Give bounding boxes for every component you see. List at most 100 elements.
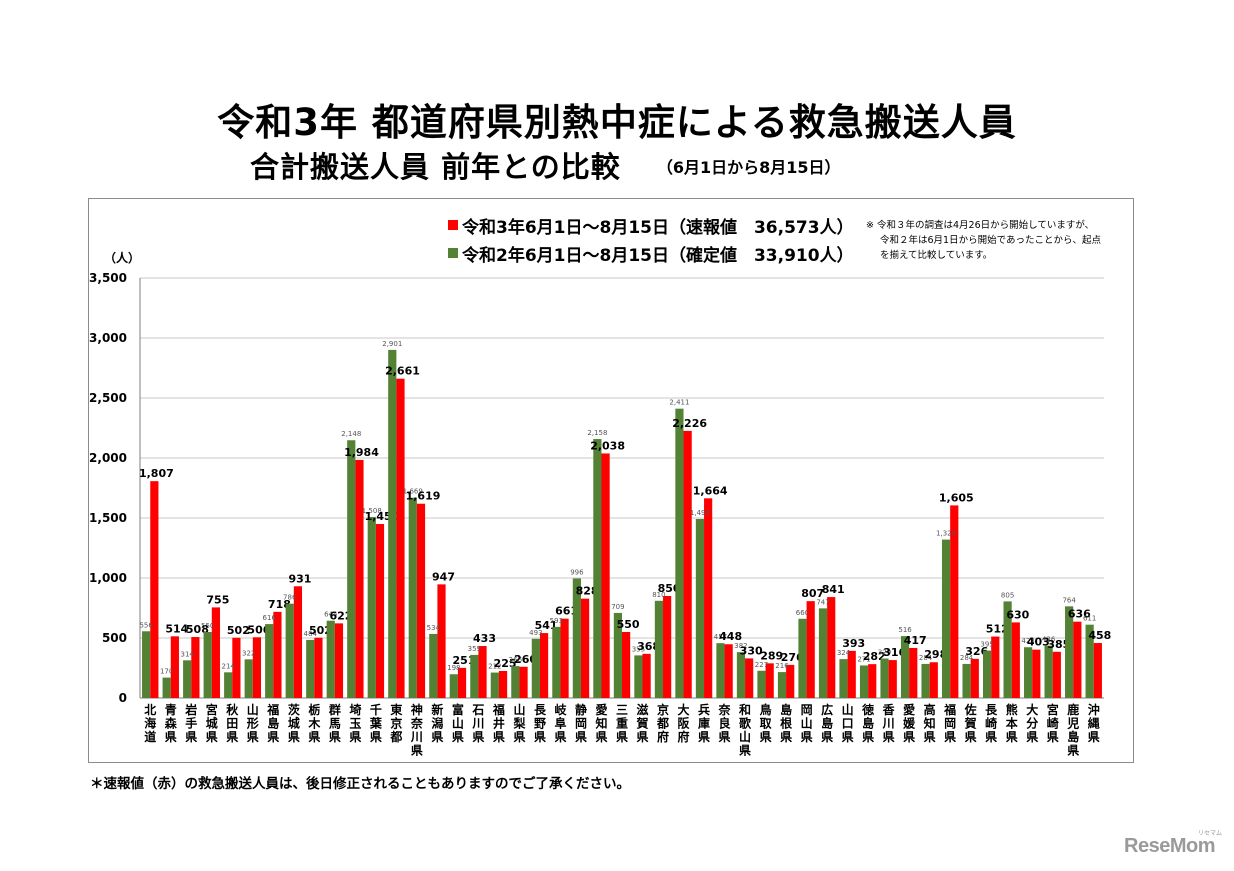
data-label-2021-2: 508 — [186, 623, 209, 636]
bar-2021-45 — [1073, 621, 1082, 698]
x-tick-label-34: 山口県 — [842, 702, 854, 744]
data-label-2020-3: 550 — [201, 622, 214, 630]
bar-2020-29 — [736, 652, 746, 698]
data-label-2021-25: 850 — [658, 582, 681, 595]
data-label-2021-13: 1,619 — [406, 490, 441, 503]
bar-2021-16 — [478, 646, 487, 698]
bar-2020-4 — [224, 672, 233, 698]
data-label-2021-4: 502 — [227, 624, 250, 637]
y-tick-label-500: 500 — [102, 631, 127, 645]
data-label-2020-24: 355 — [632, 645, 645, 653]
bar-2020-40 — [962, 663, 971, 698]
bar-2021-9 — [334, 623, 344, 698]
bar-2021-1 — [170, 636, 179, 698]
bar-2021-34 — [847, 650, 856, 698]
bar-2020-35 — [859, 665, 869, 698]
bar-2020-20 — [552, 626, 561, 698]
data-label-2020-16: 359 — [468, 645, 481, 653]
x-tick-label-1: 青森県 — [165, 702, 178, 744]
footnote: ＊速報値（赤）の救急搬送人員は、後日修正されることもありますのでご了承ください。 — [90, 776, 630, 792]
data-label-2020-35: 271 — [857, 655, 870, 663]
data-label-2020-22: 2,158 — [587, 429, 607, 437]
data-label-2020-40: 284 — [960, 654, 974, 662]
y-tick-label-3500: 3,500 — [89, 271, 127, 285]
x-tick-label-25: 京都府 — [656, 702, 669, 744]
data-label-2020-28: 457 — [714, 633, 727, 641]
bar-2021-7 — [293, 586, 303, 698]
x-tick-label-3: 宮城県 — [206, 702, 218, 744]
data-label-2021-14: 947 — [432, 570, 455, 583]
y-tick-label-1500: 1,500 — [89, 511, 127, 525]
bar-2021-38 — [929, 662, 938, 698]
note-line-1: ※ 令和３年の調査は4月26日から開始していますが、 — [866, 220, 1095, 231]
data-label-2020-12: 2,901 — [382, 340, 402, 348]
bar-2020-13 — [408, 497, 417, 698]
bar-2021-35 — [868, 664, 877, 698]
bar-2020-27 — [695, 518, 705, 698]
data-label-2020-45: 764 — [1062, 596, 1076, 604]
x-tick-label-27: 兵庫県 — [698, 702, 710, 744]
chart-note: ※ 令和３年の調査は4月26日から開始していますが、 令和２年は6月1日から開始… — [866, 218, 1126, 263]
data-label-2020-32: 660 — [796, 609, 809, 617]
data-label-2021-38: 298 — [924, 648, 947, 661]
bar-2020-21 — [572, 578, 581, 698]
data-label-2020-41: 395 — [980, 641, 993, 649]
data-label-2020-21: 996 — [570, 568, 584, 576]
legend-item-2021: 令和3年6月1日～8月15日（速報値 36,573人） — [448, 211, 854, 239]
bar-2021-39 — [950, 505, 959, 698]
data-label-2020-4: 214 — [222, 662, 236, 670]
data-label-2020-36: 329 — [878, 649, 891, 657]
data-label-2020-6: 616 — [263, 614, 277, 622]
bar-2021-2 — [191, 637, 200, 698]
bar-2021-44 — [1052, 651, 1061, 698]
data-label-2020-29: 382 — [734, 642, 747, 650]
x-tick-label-5: 山形県 — [247, 702, 259, 744]
data-label-2020-11: 1,508 — [362, 507, 382, 515]
data-label-2021-33: 841 — [822, 583, 845, 596]
data-label-2020-31: 216 — [775, 662, 789, 670]
x-tick-label-35: 徳島県 — [861, 702, 874, 744]
bar-2020-19 — [531, 638, 540, 698]
data-label-2020-38: 284 — [919, 654, 933, 662]
x-tick-label-28: 奈良県 — [718, 702, 732, 744]
data-label-2021-40: 326 — [965, 645, 988, 658]
bar-2020-32 — [798, 618, 807, 698]
y-tick-label-1000: 1,000 — [89, 571, 127, 585]
bar-2020-42 — [1003, 601, 1012, 698]
data-label-2020-1: 170 — [160, 668, 173, 676]
bar-2020-12 — [388, 349, 397, 698]
bar-2020-14 — [429, 633, 438, 698]
bar-2020-38 — [921, 663, 930, 698]
x-tick-label-38: 高知県 — [923, 702, 936, 744]
data-label-2020-8: 484 — [304, 630, 318, 638]
bar-2020-24 — [634, 655, 643, 698]
data-label-2020-43: 423 — [1021, 637, 1034, 645]
x-tick-label-33: 広島県 — [821, 702, 833, 744]
bar-2021-28 — [724, 644, 733, 698]
x-tick-label-20: 岐阜県 — [554, 702, 567, 744]
x-tick-label-9: 群馬県 — [328, 702, 341, 744]
data-label-2020-7: 786 — [283, 594, 297, 602]
data-label-2021-26: 2,226 — [672, 417, 707, 430]
bar-2021-30 — [765, 663, 774, 698]
y-tick-label-0: 0 — [119, 691, 127, 705]
bar-2021-10 — [355, 459, 364, 698]
data-label-2021-44: 385 — [1047, 638, 1070, 651]
x-tick-label-37: 愛媛県 — [902, 702, 916, 744]
period-note: （6月1日から8月15日） — [656, 158, 841, 177]
data-label-2021-24: 368 — [637, 640, 660, 653]
bar-2020-15 — [449, 674, 458, 698]
x-tick-label-14: 新潟県 — [431, 702, 443, 744]
bar-2020-39 — [941, 539, 951, 698]
data-label-2021-37: 417 — [904, 634, 927, 647]
bar-2020-10 — [347, 440, 356, 698]
data-label-2020-23: 709 — [611, 603, 624, 611]
subtitle-row: 合計搬送人員 前年との比較 （6月1日から8月15日） — [250, 144, 840, 186]
bar-2020-45 — [1065, 606, 1074, 698]
x-tick-label-26: 大阪府 — [678, 702, 691, 744]
data-label-2021-39: 1,605 — [939, 491, 974, 504]
bar-2021-36 — [888, 660, 897, 698]
bar-2021-11 — [375, 524, 385, 698]
bar-2020-5 — [244, 659, 253, 698]
legend-swatch-2020 — [448, 248, 458, 258]
